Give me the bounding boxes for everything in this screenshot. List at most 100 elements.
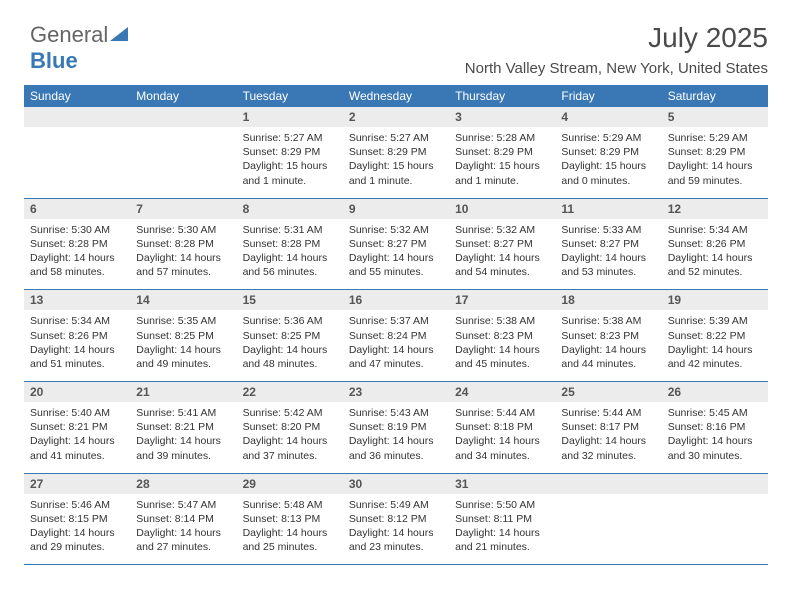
day-number: 24: [449, 382, 555, 402]
calendar-day-cell: 11Sunrise: 5:33 AMSunset: 8:27 PMDayligh…: [555, 198, 661, 290]
day-number: 7: [130, 199, 236, 219]
calendar-day-cell: 17Sunrise: 5:38 AMSunset: 8:23 PMDayligh…: [449, 290, 555, 382]
calendar-week-row: 20Sunrise: 5:40 AMSunset: 8:21 PMDayligh…: [24, 382, 768, 474]
calendar-day-cell: 6Sunrise: 5:30 AMSunset: 8:28 PMDaylight…: [24, 198, 130, 290]
day-number: 18: [555, 290, 661, 310]
calendar-day-cell: 24Sunrise: 5:44 AMSunset: 8:18 PMDayligh…: [449, 382, 555, 474]
day-number: 16: [343, 290, 449, 310]
calendar-day-cell: 26Sunrise: 5:45 AMSunset: 8:16 PMDayligh…: [662, 382, 768, 474]
calendar-day-cell: [662, 473, 768, 565]
day-body: Sunrise: 5:39 AMSunset: 8:22 PMDaylight:…: [662, 310, 768, 381]
day-body: Sunrise: 5:30 AMSunset: 8:28 PMDaylight:…: [130, 219, 236, 290]
logo: General Blue: [30, 22, 128, 74]
day-number: 9: [343, 199, 449, 219]
calendar-day-cell: 30Sunrise: 5:49 AMSunset: 8:12 PMDayligh…: [343, 473, 449, 565]
calendar-day-cell: [130, 107, 236, 198]
calendar-day-cell: 7Sunrise: 5:30 AMSunset: 8:28 PMDaylight…: [130, 198, 236, 290]
calendar-week-row: 6Sunrise: 5:30 AMSunset: 8:28 PMDaylight…: [24, 198, 768, 290]
calendar-day-cell: 19Sunrise: 5:39 AMSunset: 8:22 PMDayligh…: [662, 290, 768, 382]
day-body: Sunrise: 5:49 AMSunset: 8:12 PMDaylight:…: [343, 494, 449, 565]
page-title: July 2025: [24, 22, 768, 54]
calendar-day-cell: 3Sunrise: 5:28 AMSunset: 8:29 PMDaylight…: [449, 107, 555, 198]
day-body: Sunrise: 5:30 AMSunset: 8:28 PMDaylight:…: [24, 219, 130, 290]
calendar-header-cell: Sunday: [24, 85, 130, 107]
day-body: Sunrise: 5:50 AMSunset: 8:11 PMDaylight:…: [449, 494, 555, 565]
day-body: Sunrise: 5:32 AMSunset: 8:27 PMDaylight:…: [343, 219, 449, 290]
day-body: Sunrise: 5:43 AMSunset: 8:19 PMDaylight:…: [343, 402, 449, 473]
day-number: 10: [449, 199, 555, 219]
day-body: Sunrise: 5:34 AMSunset: 8:26 PMDaylight:…: [24, 310, 130, 381]
day-body: Sunrise: 5:42 AMSunset: 8:20 PMDaylight:…: [237, 402, 343, 473]
day-body: Sunrise: 5:46 AMSunset: 8:15 PMDaylight:…: [24, 494, 130, 565]
calendar-day-cell: 15Sunrise: 5:36 AMSunset: 8:25 PMDayligh…: [237, 290, 343, 382]
day-number: 28: [130, 474, 236, 494]
day-number: 23: [343, 382, 449, 402]
day-body: Sunrise: 5:28 AMSunset: 8:29 PMDaylight:…: [449, 127, 555, 198]
calendar-day-cell: [555, 473, 661, 565]
day-body: Sunrise: 5:36 AMSunset: 8:25 PMDaylight:…: [237, 310, 343, 381]
day-number: 11: [555, 199, 661, 219]
calendar-day-cell: 28Sunrise: 5:47 AMSunset: 8:14 PMDayligh…: [130, 473, 236, 565]
day-body: [130, 127, 236, 189]
day-number: 26: [662, 382, 768, 402]
day-body: Sunrise: 5:38 AMSunset: 8:23 PMDaylight:…: [555, 310, 661, 381]
calendar-day-cell: 14Sunrise: 5:35 AMSunset: 8:25 PMDayligh…: [130, 290, 236, 382]
day-body: [24, 127, 130, 189]
calendar-day-cell: 20Sunrise: 5:40 AMSunset: 8:21 PMDayligh…: [24, 382, 130, 474]
day-number: 30: [343, 474, 449, 494]
day-body: [662, 494, 768, 556]
calendar-week-row: 13Sunrise: 5:34 AMSunset: 8:26 PMDayligh…: [24, 290, 768, 382]
day-body: Sunrise: 5:29 AMSunset: 8:29 PMDaylight:…: [662, 127, 768, 198]
calendar-week-row: 27Sunrise: 5:46 AMSunset: 8:15 PMDayligh…: [24, 473, 768, 565]
calendar-day-cell: [24, 107, 130, 198]
calendar-day-cell: 31Sunrise: 5:50 AMSunset: 8:11 PMDayligh…: [449, 473, 555, 565]
day-body: Sunrise: 5:31 AMSunset: 8:28 PMDaylight:…: [237, 219, 343, 290]
day-number: 12: [662, 199, 768, 219]
day-body: Sunrise: 5:27 AMSunset: 8:29 PMDaylight:…: [237, 127, 343, 198]
day-number: 29: [237, 474, 343, 494]
calendar-day-cell: 9Sunrise: 5:32 AMSunset: 8:27 PMDaylight…: [343, 198, 449, 290]
calendar-header-cell: Friday: [555, 85, 661, 107]
calendar-day-cell: 13Sunrise: 5:34 AMSunset: 8:26 PMDayligh…: [24, 290, 130, 382]
day-number: [130, 107, 236, 127]
day-number: [555, 474, 661, 494]
day-number: 5: [662, 107, 768, 127]
calendar-day-cell: 25Sunrise: 5:44 AMSunset: 8:17 PMDayligh…: [555, 382, 661, 474]
logo-text-2: Blue: [30, 48, 78, 73]
calendar-day-cell: 29Sunrise: 5:48 AMSunset: 8:13 PMDayligh…: [237, 473, 343, 565]
day-number: 31: [449, 474, 555, 494]
day-number: 13: [24, 290, 130, 310]
day-number: 20: [24, 382, 130, 402]
day-number: 14: [130, 290, 236, 310]
day-number: 1: [237, 107, 343, 127]
calendar-day-cell: 12Sunrise: 5:34 AMSunset: 8:26 PMDayligh…: [662, 198, 768, 290]
calendar-day-cell: 27Sunrise: 5:46 AMSunset: 8:15 PMDayligh…: [24, 473, 130, 565]
day-body: Sunrise: 5:37 AMSunset: 8:24 PMDaylight:…: [343, 310, 449, 381]
calendar-day-cell: 5Sunrise: 5:29 AMSunset: 8:29 PMDaylight…: [662, 107, 768, 198]
day-number: [662, 474, 768, 494]
day-body: Sunrise: 5:40 AMSunset: 8:21 PMDaylight:…: [24, 402, 130, 473]
day-number: 21: [130, 382, 236, 402]
day-number: 22: [237, 382, 343, 402]
calendar-header-cell: Wednesday: [343, 85, 449, 107]
calendar-header-cell: Thursday: [449, 85, 555, 107]
day-number: [24, 107, 130, 127]
day-number: 3: [449, 107, 555, 127]
day-body: Sunrise: 5:34 AMSunset: 8:26 PMDaylight:…: [662, 219, 768, 290]
day-number: 17: [449, 290, 555, 310]
day-body: Sunrise: 5:48 AMSunset: 8:13 PMDaylight:…: [237, 494, 343, 565]
day-body: Sunrise: 5:33 AMSunset: 8:27 PMDaylight:…: [555, 219, 661, 290]
logo-triangle-icon: [110, 27, 128, 41]
calendar-week-row: 1Sunrise: 5:27 AMSunset: 8:29 PMDaylight…: [24, 107, 768, 198]
day-number: 27: [24, 474, 130, 494]
calendar-header-row: SundayMondayTuesdayWednesdayThursdayFrid…: [24, 85, 768, 107]
calendar-day-cell: 4Sunrise: 5:29 AMSunset: 8:29 PMDaylight…: [555, 107, 661, 198]
page-subtitle: North Valley Stream, New York, United St…: [24, 60, 768, 77]
calendar-header-cell: Saturday: [662, 85, 768, 107]
calendar-day-cell: 21Sunrise: 5:41 AMSunset: 8:21 PMDayligh…: [130, 382, 236, 474]
calendar-day-cell: 2Sunrise: 5:27 AMSunset: 8:29 PMDaylight…: [343, 107, 449, 198]
calendar-day-cell: 23Sunrise: 5:43 AMSunset: 8:19 PMDayligh…: [343, 382, 449, 474]
day-number: 2: [343, 107, 449, 127]
day-body: Sunrise: 5:45 AMSunset: 8:16 PMDaylight:…: [662, 402, 768, 473]
day-body: [555, 494, 661, 556]
